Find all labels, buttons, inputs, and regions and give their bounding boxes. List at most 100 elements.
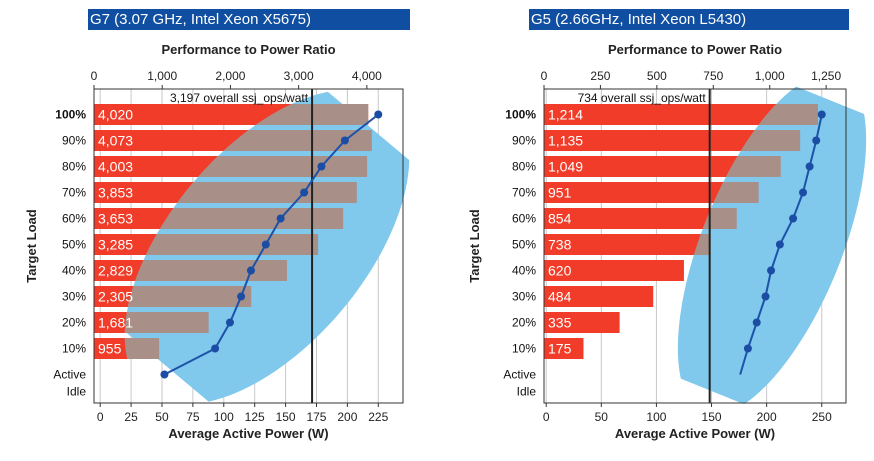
top-tick-label: 1,250 — [811, 69, 841, 83]
top-tick-label: 4,000 — [352, 69, 382, 83]
top-tick-label: 0 — [541, 69, 548, 83]
bar-label: 484 — [548, 289, 572, 305]
category-label: 20% — [62, 316, 86, 330]
bottom-tick-label: 0 — [543, 410, 550, 424]
category-label: 30% — [512, 290, 536, 304]
category-label: 80% — [62, 160, 86, 174]
overall-ratio-label: 734 overall ssj_ops/watt — [578, 91, 707, 105]
category-label: 100% — [55, 108, 86, 122]
top-tick-label: 1,000 — [147, 69, 177, 83]
bottom-tick-label: 75 — [186, 410, 200, 424]
category-label: Active Idle — [53, 368, 86, 399]
bar-label: 175 — [548, 341, 572, 357]
top-tick-label: 250 — [590, 69, 610, 83]
category-label: 50% — [62, 238, 86, 252]
bar-label: 3,853 — [98, 185, 133, 201]
plot-frame — [93, 88, 404, 404]
bottom-tick-label: 200 — [757, 410, 777, 424]
category-label: 60% — [62, 212, 86, 226]
ratio-bar — [544, 338, 584, 359]
ratio-bar — [544, 156, 781, 177]
category-label: 40% — [62, 264, 86, 278]
bottom-tick-label: 125 — [245, 410, 265, 424]
y-axis-title: Target Load — [24, 209, 39, 282]
overall-ratio-label: 3,197 overall ssj_ops/watt — [170, 91, 309, 105]
power-point — [799, 188, 808, 197]
power-point — [317, 162, 326, 171]
top-tick-label: 0 — [91, 69, 98, 83]
bottom-tick-label: 175 — [306, 410, 326, 424]
bar-label: 951 — [548, 185, 572, 201]
y-axis-title: Target Load — [467, 209, 482, 282]
bottom-tick-label: 150 — [702, 410, 722, 424]
category-label: 90% — [62, 134, 86, 148]
chart-g7: G7 (3.07 GHz, Intel Xeon X5675) 4,020 4,0… — [0, 0, 437, 456]
highlight-ellipse — [677, 73, 867, 415]
top-tick-label: 3,000 — [284, 69, 314, 83]
power-point — [817, 110, 826, 119]
x-axis-title: Average Active Power (W) — [615, 426, 775, 441]
chart-g5: G5 (2.66GHz, Intel Xeon L5430) 1,214 1,13… — [437, 0, 874, 456]
category-label: 80% — [512, 160, 536, 174]
bar-label: 620 — [548, 263, 572, 279]
bottom-tick-label: 50 — [155, 410, 169, 424]
category-label: 10% — [62, 342, 86, 356]
bottom-tick-label: 250 — [812, 410, 832, 424]
power-point — [211, 344, 220, 353]
power-point — [743, 344, 752, 353]
power-point — [374, 110, 383, 119]
category-label: 70% — [512, 186, 536, 200]
bar-label: 1,135 — [548, 133, 583, 149]
power-point — [775, 240, 784, 249]
top-tick-label: 500 — [647, 69, 667, 83]
ratio-bar — [544, 208, 737, 229]
power-point — [805, 162, 814, 171]
chart-svg: 4,020 4,073 4,003 3,853 3,653 3,285 2,829 2,305… — [24, 42, 410, 441]
power-point — [767, 266, 776, 275]
power-point — [237, 292, 246, 301]
ratio-bar — [544, 104, 819, 125]
bar-label: 3,285 — [98, 237, 133, 253]
chart-svg: 1,214 1,135 1,049 951 854 738 620 484 335 175 734 … — [467, 42, 867, 441]
power-point — [789, 214, 798, 223]
bottom-tick-label: 200 — [337, 410, 357, 424]
overlap-bar — [94, 286, 252, 307]
category-label: 90% — [512, 134, 536, 148]
category-label: 40% — [512, 264, 536, 278]
ratio-bar — [544, 286, 654, 307]
top-axis-title: Performance to Power Ratio — [608, 42, 782, 57]
power-point — [160, 370, 169, 379]
power-point — [340, 136, 349, 145]
top-tick-label: 1,000 — [755, 69, 785, 83]
power-point — [300, 188, 309, 197]
category-label: 20% — [512, 316, 536, 330]
top-tick-label: 2,000 — [215, 69, 245, 83]
bar-label: 1,049 — [548, 159, 583, 175]
bar-label: 1,214 — [548, 107, 583, 123]
plot-frame — [543, 88, 847, 404]
bottom-tick-label: 225 — [368, 410, 388, 424]
chart-title: G5 (2.66GHz, Intel Xeon L5430) — [529, 9, 849, 30]
power-point — [812, 136, 821, 145]
category-label: Active Idle — [503, 368, 536, 399]
top-tick-label: 750 — [703, 69, 723, 83]
ratio-bar — [544, 130, 801, 151]
bar-label: 955 — [98, 341, 122, 357]
bar-label: 2,305 — [98, 289, 133, 305]
bar-label: 738 — [548, 237, 572, 253]
bar-label: 4,003 — [98, 159, 133, 175]
bar-label: 4,073 — [98, 133, 133, 149]
bottom-tick-label: 100 — [214, 410, 234, 424]
bottom-tick-label: 150 — [276, 410, 296, 424]
top-axis-title: Performance to Power Ratio — [161, 42, 335, 57]
bottom-tick-label: 25 — [124, 410, 138, 424]
ratio-bar — [544, 234, 711, 255]
power-point — [276, 214, 285, 223]
chart-title: G7 (3.07 GHz, Intel Xeon X5675) — [88, 9, 410, 30]
bar-label: 4,020 — [98, 107, 133, 123]
power-point — [225, 318, 234, 327]
bar-label: 335 — [548, 315, 572, 331]
power-point — [246, 266, 255, 275]
bar-label: 1,681 — [98, 315, 133, 331]
bottom-tick-label: 0 — [97, 410, 104, 424]
